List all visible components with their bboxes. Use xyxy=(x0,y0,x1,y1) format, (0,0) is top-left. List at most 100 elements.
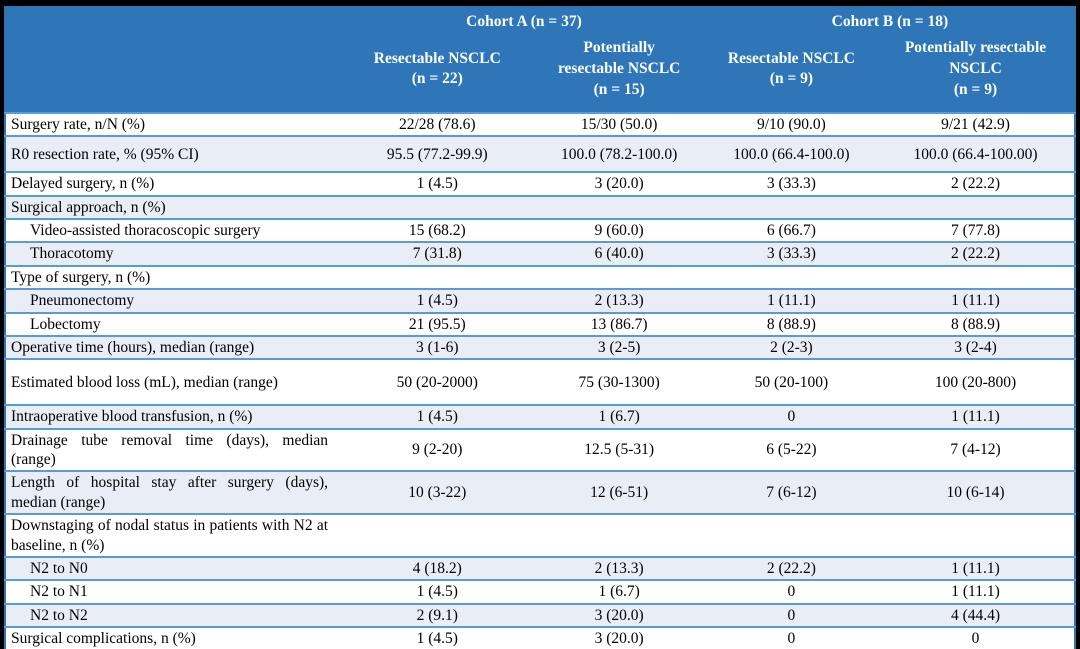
row-label: Video-assisted thoracoscopic surgery xyxy=(5,218,343,243)
table-row: N2 to N2 2 (9.1) 3 (20.0) 0 4 (44.4) xyxy=(5,602,1075,628)
table-row: Surgical complications, n (%) 1 (4.5) 3 (2… xyxy=(5,626,1075,649)
cell-value: 12.5 (5-31) xyxy=(532,427,706,472)
cell-value: 1 (4.5) xyxy=(342,171,533,196)
row-label: Downstaging of nodal status in patients … xyxy=(5,513,343,557)
cell-value: 100.0 (66.4-100.0) xyxy=(705,135,878,173)
table-body: Surgery rate, n/N (%) 22/28 (78.6) 15/30 (… xyxy=(5,111,1075,649)
cell-value: 21 (95.5) xyxy=(342,311,533,336)
cell-value: 2 (13.3) xyxy=(532,288,706,313)
cell-value: 2 (22.2) xyxy=(877,241,1075,266)
col-header-cohort-a-resectable: Resectable NSCLC (n = 22) xyxy=(342,32,533,113)
row-label: Surgical approach, n (%) xyxy=(5,194,343,220)
cell-value: 15 (68.2) xyxy=(342,218,533,243)
cell-value: 50 (20-100) xyxy=(705,358,878,406)
cohort-b-header: Cohort B (n = 18) xyxy=(705,7,1075,33)
cell-value: 1 (11.1) xyxy=(877,404,1075,429)
table-row: Video-assisted thoracoscopic surgery 15 (… xyxy=(5,218,1075,243)
cell-value xyxy=(705,264,878,290)
table-row: Type of surgery, n (%) xyxy=(5,264,1075,290)
cell-value: 13 (86.7) xyxy=(532,311,706,336)
table-row: N2 to N0 4 (18.2) 2 (13.3) 2 (22.2) 1 (11.1) xyxy=(5,555,1075,581)
row-label: Lobectomy xyxy=(5,311,343,336)
table-row: Intraoperative blood transfusion, n (%) 1… xyxy=(5,404,1075,429)
cell-value xyxy=(705,194,878,220)
cell-value: 1 (4.5) xyxy=(342,626,533,649)
cell-value: 3 (33.3) xyxy=(705,241,878,266)
table-row: Downstaging of nodal status in patients … xyxy=(5,513,1075,557)
table-row: Drainage tube removal time (days), media… xyxy=(5,427,1075,472)
cell-value xyxy=(532,264,706,290)
row-label: N2 to N0 xyxy=(5,555,343,581)
cell-value: 95.5 (77.2-99.9) xyxy=(342,135,533,173)
cell-value: 75 (30-1300) xyxy=(532,358,706,406)
table-row: Pneumonectomy 1 (4.5) 2 (13.3) 1 (11.1) 1 (1… xyxy=(5,288,1075,313)
cell-value: 2 (2-3) xyxy=(705,334,878,360)
table-header: Cohort A (n = 37) Cohort B (n = 18) Rese… xyxy=(5,7,1075,113)
cell-value: 1 (11.1) xyxy=(877,555,1075,581)
table-row: Estimated blood loss (mL), median (range… xyxy=(5,358,1075,406)
table-row: Thoracotomy 7 (31.8) 6 (40.0) 3 (33.3) 2 (22… xyxy=(5,241,1075,266)
cell-value: 7 (6-12) xyxy=(705,470,878,515)
cell-value: 3 (33.3) xyxy=(705,171,878,196)
row-label: Drainage tube removal time (days), media… xyxy=(5,427,343,472)
cell-value: 10 (6-14) xyxy=(877,470,1075,515)
row-label: Intraoperative blood transfusion, n (%) xyxy=(5,404,343,429)
header-empty-cell-2 xyxy=(5,32,343,113)
table-row: Lobectomy 21 (95.5) 13 (86.7) 8 (88.9) 8 (88… xyxy=(5,311,1075,336)
cell-value: 1 (6.7) xyxy=(532,404,706,429)
table-row: Surgical approach, n (%) xyxy=(5,194,1075,220)
cell-value xyxy=(532,194,706,220)
surgical-outcomes-table: Cohort A (n = 37) Cohort B (n = 18) Rese… xyxy=(4,6,1076,649)
row-label: R0 resection rate, % (95% CI) xyxy=(5,135,343,173)
row-label: Type of surgery, n (%) xyxy=(5,264,343,290)
cell-value: 8 (88.9) xyxy=(705,311,878,336)
cell-value xyxy=(532,513,706,557)
cell-value: 7 (4-12) xyxy=(877,427,1075,472)
col-header-cohort-b-potentially-resectable: Potentially resectable NSCLC (n = 9) xyxy=(877,32,1075,113)
cell-value: 1 (11.1) xyxy=(705,288,878,313)
cell-value: 50 (20-2000) xyxy=(342,358,533,406)
cell-value: 10 (3-22) xyxy=(342,470,533,515)
cell-value: 1 (4.5) xyxy=(342,404,533,429)
row-label: Estimated blood loss (mL), median (range… xyxy=(5,358,343,406)
cell-value: 6 (66.7) xyxy=(705,218,878,243)
cell-value xyxy=(877,264,1075,290)
cell-value: 1 (4.5) xyxy=(342,579,533,604)
cell-value: 3 (1-6) xyxy=(342,334,533,360)
cell-value: 2 (22.2) xyxy=(705,555,878,581)
table-row: Operative time (hours), median (range) 3 … xyxy=(5,334,1075,360)
cell-value: 9/10 (90.0) xyxy=(705,111,878,137)
cell-value xyxy=(342,513,533,557)
cell-value: 1 (11.1) xyxy=(877,288,1075,313)
cell-value: 0 xyxy=(705,404,878,429)
cell-value: 100.0 (66.4-100.00) xyxy=(877,135,1075,173)
row-label: Thoracotomy xyxy=(5,241,343,266)
cell-value: 3 (20.0) xyxy=(532,602,706,628)
cell-value: 3 (20.0) xyxy=(532,171,706,196)
cell-value: 1 (6.7) xyxy=(532,579,706,604)
cell-value: 22/28 (78.6) xyxy=(342,111,533,137)
cell-value: 1 (11.1) xyxy=(877,579,1075,604)
cell-value: 12 (6-51) xyxy=(532,470,706,515)
row-label: Surgery rate, n/N (%) xyxy=(5,111,343,137)
table-row: N2 to N1 1 (4.5) 1 (6.7) 0 1 (11.1) xyxy=(5,579,1075,604)
cell-value: 15/30 (50.0) xyxy=(532,111,706,137)
row-label: Operative time (hours), median (range) xyxy=(5,334,343,360)
row-label: N2 to N1 xyxy=(5,579,343,604)
cell-value: 100.0 (78.2-100.0) xyxy=(532,135,706,173)
cell-value: 2 (22.2) xyxy=(877,171,1075,196)
cell-value: 9 (60.0) xyxy=(532,218,706,243)
cell-value xyxy=(342,194,533,220)
cell-value: 0 xyxy=(705,579,878,604)
cohort-header-row: Cohort A (n = 37) Cohort B (n = 18) xyxy=(5,7,1075,33)
cell-value xyxy=(705,513,878,557)
cell-value: 9/21 (42.9) xyxy=(877,111,1075,137)
cell-value: 0 xyxy=(877,626,1075,649)
table-row: R0 resection rate, % (95% CI) 95.5 (77.2-… xyxy=(5,135,1075,173)
cell-value: 3 (2-4) xyxy=(877,334,1075,360)
row-label: Delayed surgery, n (%) xyxy=(5,171,343,196)
cell-value xyxy=(342,264,533,290)
col-header-cohort-b-resectable: Resectable NSCLC (n = 9) xyxy=(705,32,878,113)
cell-value: 9 (2-20) xyxy=(342,427,533,472)
cell-value: 6 (5-22) xyxy=(705,427,878,472)
